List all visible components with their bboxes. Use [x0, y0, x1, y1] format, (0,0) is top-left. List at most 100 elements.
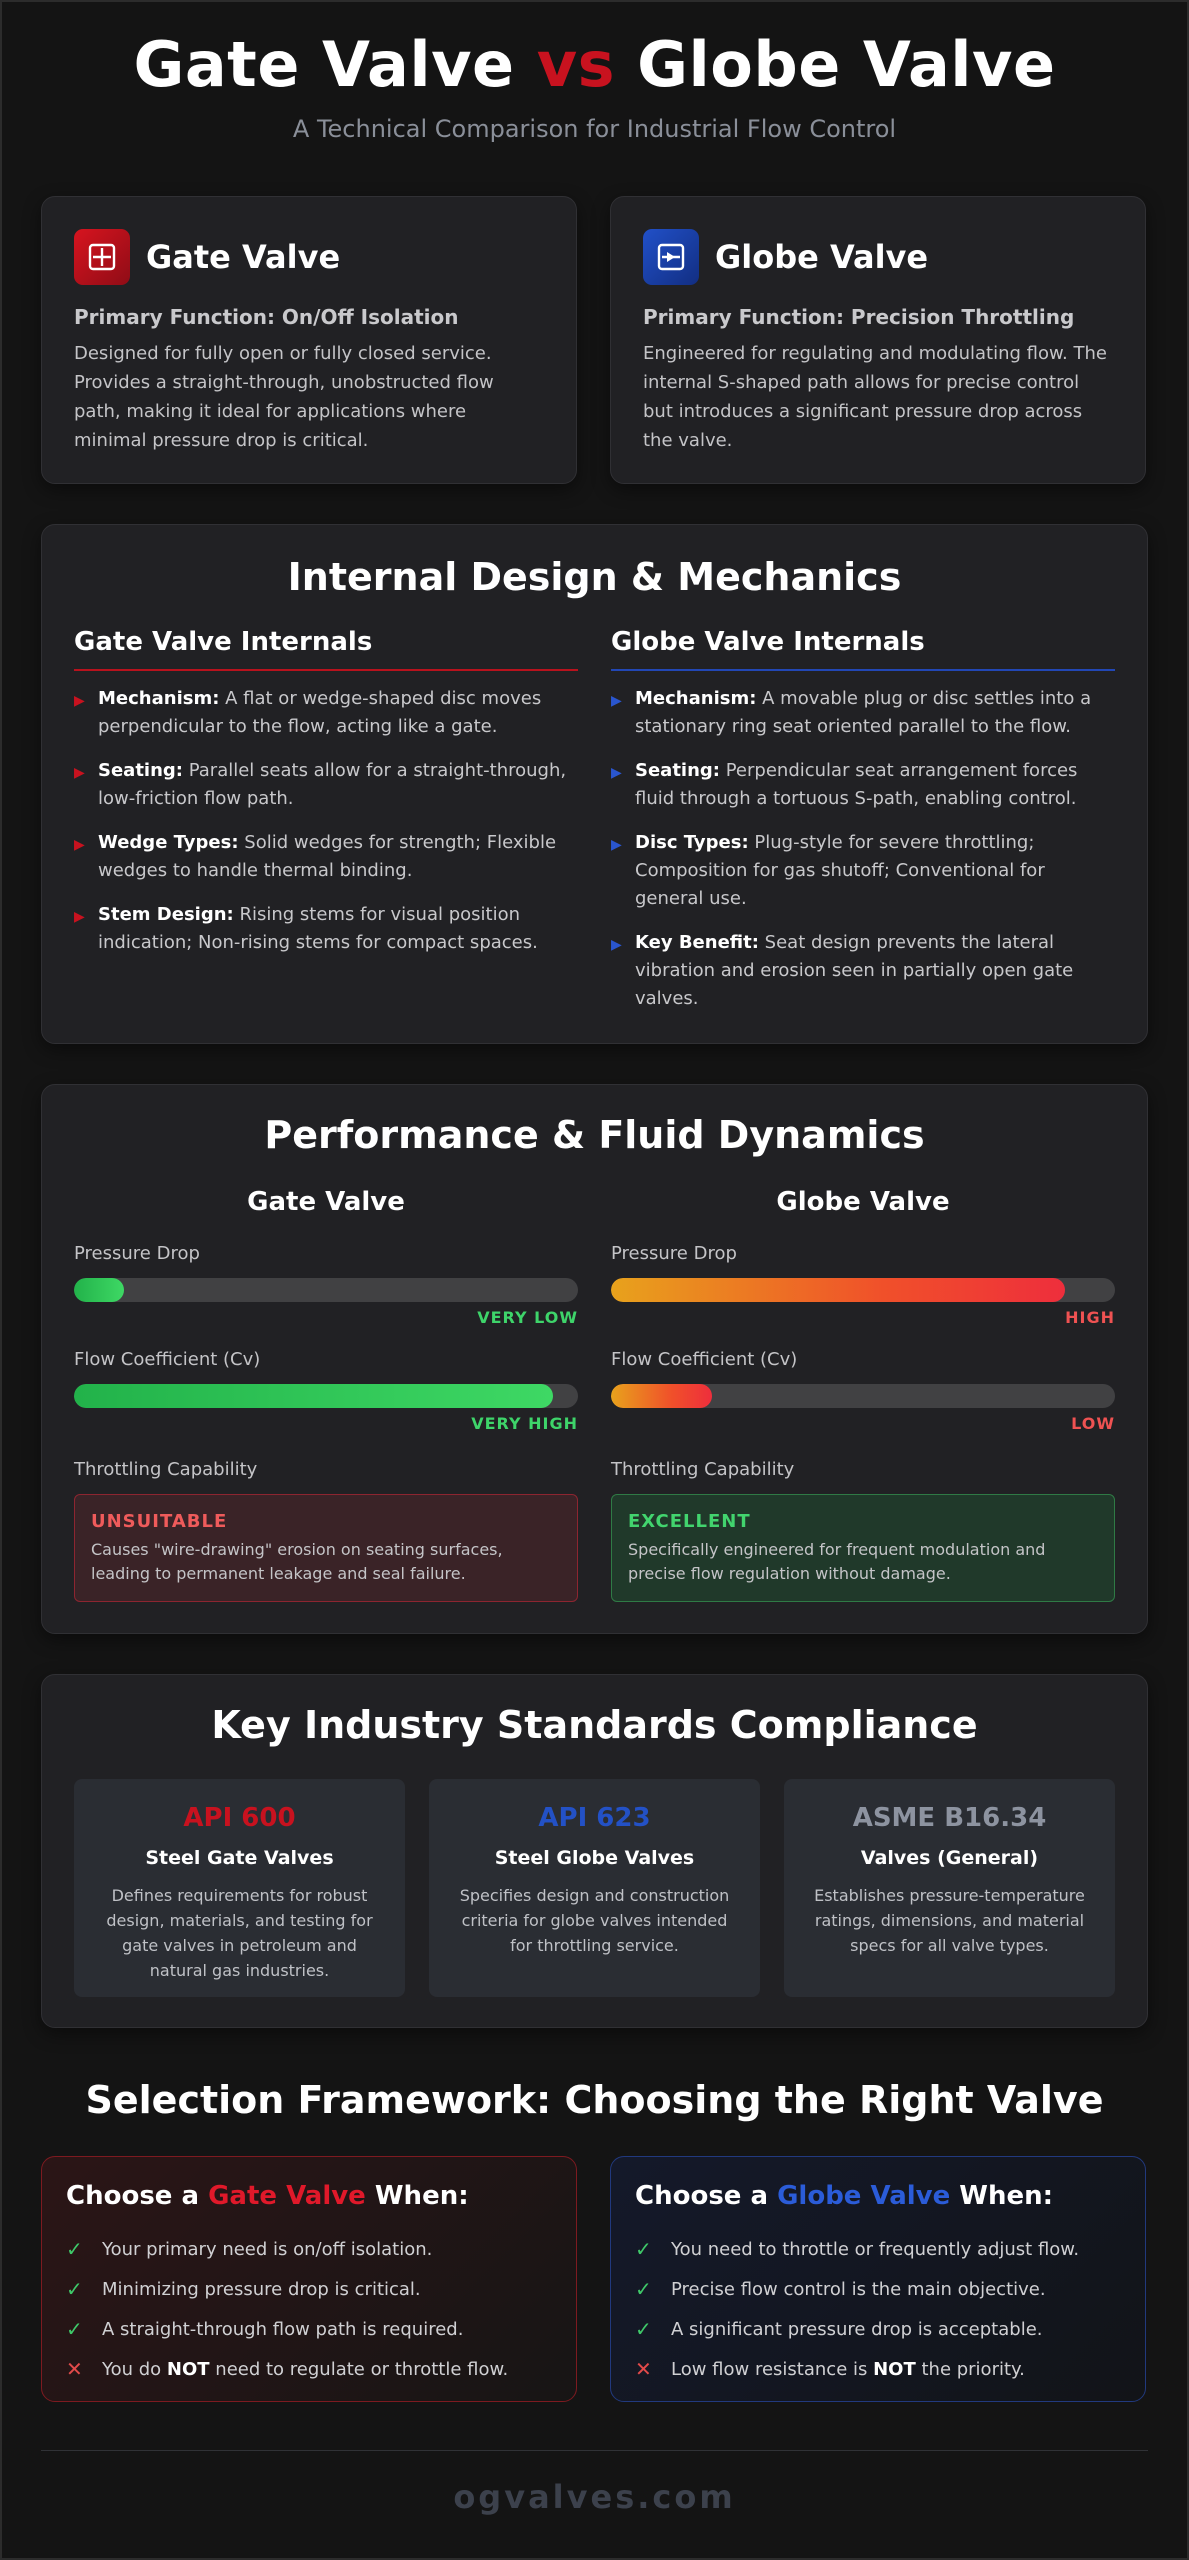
item-text: A significant pressure drop is acceptabl…	[671, 2319, 1043, 2340]
globe-internals-title: Globe Valve Internals	[611, 627, 1115, 671]
gate-performance-title: Gate Valve	[247, 1187, 405, 1217]
item-text: Perpendicular seat arrangement forces fl…	[635, 760, 1078, 809]
item-text-before: You do	[102, 2358, 167, 2380]
choose-gate-valve-card: Choose a Gate Valve When: ✓ Your primary …	[41, 2156, 577, 2402]
item-term: Disc Types:	[635, 832, 749, 853]
globe-cv-fill	[611, 1384, 712, 1408]
gate-throttling-label: Throttling Capability	[74, 1459, 258, 1480]
selection-list-item: ✓ A straight-through flow path is require…	[66, 2309, 552, 2349]
internals-list-item: ▶ Mechanism: A movable plug or disc settl…	[611, 685, 1115, 741]
gate-internals-column: Gate Valve Internals ▶ Mechanism: A flat …	[74, 627, 578, 1029]
item-text-before: You need to throttle or frequently adjus…	[671, 2238, 1080, 2260]
selection-list-item: ✓ You need to throttle or frequently adju…	[635, 2229, 1121, 2269]
item-text: Rising stems for visual position indicat…	[98, 904, 538, 953]
item-text: Plug-style for severe throttling; Compos…	[635, 832, 1045, 909]
globe-selection-list: ✓ You need to throttle or frequently adju…	[635, 2229, 1121, 2389]
item-text: A movable plug or disc settles into a st…	[635, 688, 1092, 737]
item-text: Minimizing pressure drop is critical.	[102, 2279, 421, 2300]
globe-pressure-drop-value: HIGH	[1065, 1308, 1115, 1327]
globe-primary-function: Primary Function: Precision Throttling	[643, 305, 1075, 329]
choose-globe-valve-card: Choose a Globe Valve When: ✓ You need to …	[610, 2156, 1146, 2402]
gate-pressure-drop-label: Pressure Drop	[74, 1243, 200, 1264]
selection-framework-title: Selection Framework: Choosing the Right …	[85, 2078, 1104, 2122]
selection-list-item: ✓ Your primary need is on/off isolation.	[66, 2229, 552, 2269]
item-text-after: the priority.	[915, 2358, 1025, 2380]
page-title: Gate Valve vs Globe Valve	[0, 28, 1189, 101]
gate-throttling-status: UNSUITABLE	[91, 1511, 228, 1532]
internals-list-item: ▶ Mechanism: A flat or wedge-shaped disc …	[74, 685, 578, 741]
selection-list-item: ✓ A significant pressure drop is acceptab…	[635, 2309, 1121, 2349]
page-subtitle: A Technical Comparison for Industrial Fl…	[292, 115, 897, 143]
standards-title: Key Industry Standards Compliance	[211, 1703, 978, 1747]
standard-card-api-600: API 600 Steel Gate Valves Defines requir…	[74, 1779, 405, 1997]
check-icon: ✓	[66, 2237, 83, 2261]
cross-icon: ✕	[635, 2357, 652, 2381]
item-text-bold: NOT	[873, 2358, 916, 2380]
internals-list-item: ▶ Seating: Perpendicular seat arrangement…	[611, 757, 1115, 813]
globe-pressure-drop-fill	[611, 1278, 1065, 1302]
internals-list-item: ▶ Disc Types: Plug-style for severe throt…	[611, 829, 1115, 913]
gate-valve-icon	[74, 229, 130, 285]
selection-list-item: ✓ Minimizing pressure drop is critical.	[66, 2269, 552, 2309]
globe-cv-value: LOW	[1071, 1414, 1115, 1433]
internals-list-item: ▶ Key Benefit: Seat design prevents the l…	[611, 929, 1115, 1013]
bullet-arrow-icon: ▶	[611, 693, 622, 709]
page-header: Gate Valve vs Globe Valve A Technical Co…	[0, 28, 1189, 143]
bullet-arrow-icon: ▶	[74, 909, 85, 925]
globe-cv-bar	[611, 1384, 1115, 1408]
check-icon: ✓	[635, 2277, 652, 2301]
item-text: You need to throttle or frequently adjus…	[671, 2239, 1079, 2260]
standard-name: Steel Gate Valves	[145, 1847, 334, 1869]
item-text: Low flow resistance is NOT the priority.	[671, 2359, 1025, 2380]
bullet-arrow-icon: ▶	[74, 765, 85, 781]
item-text: You do NOT need to regulate or throttle …	[102, 2359, 508, 2380]
gate-internals-title: Gate Valve Internals	[74, 627, 578, 671]
globe-throttling-status: EXCELLENT	[628, 1511, 751, 1532]
item-text-before: Your primary need is on/off isolation.	[102, 2238, 433, 2260]
gate-cv-fill	[74, 1384, 553, 1408]
standard-description: Establishes pressure-temperature ratings…	[814, 1886, 1085, 1955]
internal-design-title: Internal Design & Mechanics	[287, 555, 902, 599]
performance-section: Performance & Fluid Dynamics Gate Valve …	[41, 1084, 1148, 1634]
gate-pressure-drop-value: VERY LOW	[477, 1308, 578, 1327]
item-text: A flat or wedge-shaped disc moves perpen…	[98, 688, 542, 737]
bullet-arrow-icon: ▶	[611, 765, 622, 781]
title-vs: vs	[536, 28, 616, 101]
item-text-before: Precise flow control is the main objecti…	[671, 2278, 1046, 2300]
heading-keyword: Gate Valve	[208, 2181, 366, 2211]
gate-pressure-drop-fill	[74, 1278, 125, 1302]
internals-list-item: ▶ Wedge Types: Solid wedges for strength;…	[74, 829, 578, 885]
item-text-before: Low flow resistance is	[671, 2358, 874, 2380]
gate-intro-title: Gate Valve	[146, 238, 341, 276]
globe-cv-label: Flow Coefficient (Cv)	[611, 1349, 798, 1370]
choose-globe-valve-heading: Choose a Globe Valve When:	[635, 2181, 1121, 2211]
globe-pressure-drop-label: Pressure Drop	[611, 1243, 737, 1264]
internals-list-item: ▶ Seating: Parallel seats allow for a str…	[74, 757, 578, 813]
item-term: Mechanism:	[635, 688, 757, 709]
gate-pressure-drop-bar	[74, 1278, 578, 1302]
internals-list-item: ▶ Stem Design: Rising stems for visual po…	[74, 901, 578, 957]
globe-intro-card: Globe Valve Primary Function: Precision …	[610, 196, 1146, 484]
selection-list-item: ✓ Precise flow control is the main object…	[635, 2269, 1121, 2309]
standard-card-asme-b16-34: ASME B16.34 Valves (General) Establishes…	[784, 1779, 1115, 1997]
cross-icon: ✕	[66, 2357, 83, 2381]
item-text: Parallel seats allow for a straight-thro…	[98, 760, 567, 809]
standards-section: Key Industry Standards Compliance API 60…	[41, 1674, 1148, 2028]
check-icon: ✓	[635, 2237, 652, 2261]
selection-list-item: ✕ Low flow resistance is NOT the priority…	[635, 2349, 1121, 2389]
bullet-arrow-icon: ▶	[611, 937, 622, 953]
gate-primary-function: Primary Function: On/Off Isolation	[74, 305, 459, 329]
item-text: Precise flow control is the main objecti…	[671, 2279, 1046, 2300]
standard-description: Specifies design and construction criter…	[459, 1886, 730, 1955]
globe-valve-icon	[643, 229, 699, 285]
globe-throttling-box: EXCELLENT Specifically engineered for fr…	[611, 1494, 1115, 1602]
gate-selection-list: ✓ Your primary need is on/off isolation. ✓…	[66, 2229, 552, 2389]
item-term: Mechanism:	[98, 688, 220, 709]
gate-cv-bar	[74, 1384, 578, 1408]
gate-throttling-description: Causes "wire-drawing" erosion on seating…	[91, 1540, 503, 1583]
choose-gate-valve-heading: Choose a Gate Valve When:	[66, 2181, 552, 2211]
footer-brand: ogvalves.com	[453, 2478, 736, 2516]
item-text-after: need to regulate or throttle flow.	[209, 2358, 509, 2380]
item-text-before: A significant pressure drop is acceptabl…	[671, 2318, 1043, 2340]
